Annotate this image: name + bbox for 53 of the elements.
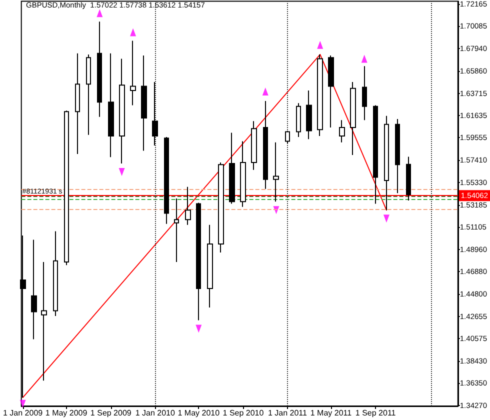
candlestick: [339, 120, 345, 143]
candlestick: [196, 202, 201, 321]
candlestick: [362, 66, 367, 121]
x-tick-label: 1 Sep 2009: [90, 408, 132, 418]
candlestick: [86, 54, 91, 136]
x-tick-label: 1 May 2010: [178, 408, 220, 418]
x-tick-label: 1 Jan 2011: [268, 408, 308, 418]
candlestick: [141, 55, 147, 152]
point: [96, 9, 103, 18]
point: [383, 214, 390, 223]
candlestick: [152, 81, 158, 146]
candlestick: [251, 120, 257, 170]
point: [317, 40, 324, 49]
point: [118, 168, 125, 176]
candlestick: [328, 55, 334, 128]
candlestick: [285, 130, 290, 144]
x-tick-label: 1 May 2011: [310, 408, 352, 418]
candlestick: [31, 239, 37, 340]
candlestick: [119, 58, 125, 164]
candlestick: [64, 110, 69, 266]
candlestick: [229, 132, 235, 204]
candlestick: [395, 118, 400, 194]
candlestick: [218, 162, 224, 253]
candlestick: [174, 198, 179, 262]
candlestick: [350, 81, 356, 156]
candlestick: [108, 52, 114, 158]
candlestick: [185, 186, 191, 226]
candlestick: [130, 40, 136, 106]
candlestick: [306, 90, 312, 140]
point: [361, 54, 368, 63]
candlestick: [207, 224, 213, 308]
candlestick: [164, 136, 169, 224]
point: [262, 88, 268, 96]
candlestick: [406, 156, 411, 201]
x-tick-label: 1 Jan 2010: [135, 408, 176, 418]
candlestick: [97, 21, 102, 118]
candlestick: [41, 261, 47, 382]
candlestick: [263, 100, 268, 190]
candlestick: [384, 115, 389, 211]
candlestick: [373, 104, 378, 204]
point: [196, 324, 202, 333]
candlestick: [240, 140, 246, 208]
x-tick-label: 1 Jan 2009: [3, 408, 44, 418]
candlestick: [53, 230, 58, 316]
point: [130, 28, 136, 36]
candlestick: [273, 142, 279, 202]
candlestick: [296, 102, 301, 138]
point: [20, 400, 26, 408]
candlestick: [75, 52, 80, 154]
x-tick-label: 1 Sep 2010: [222, 408, 264, 418]
x-tick-label: 1 May 2009: [45, 408, 88, 418]
x-tick-label: 1 Sep 2011: [355, 408, 396, 418]
candlestick: [317, 54, 323, 136]
